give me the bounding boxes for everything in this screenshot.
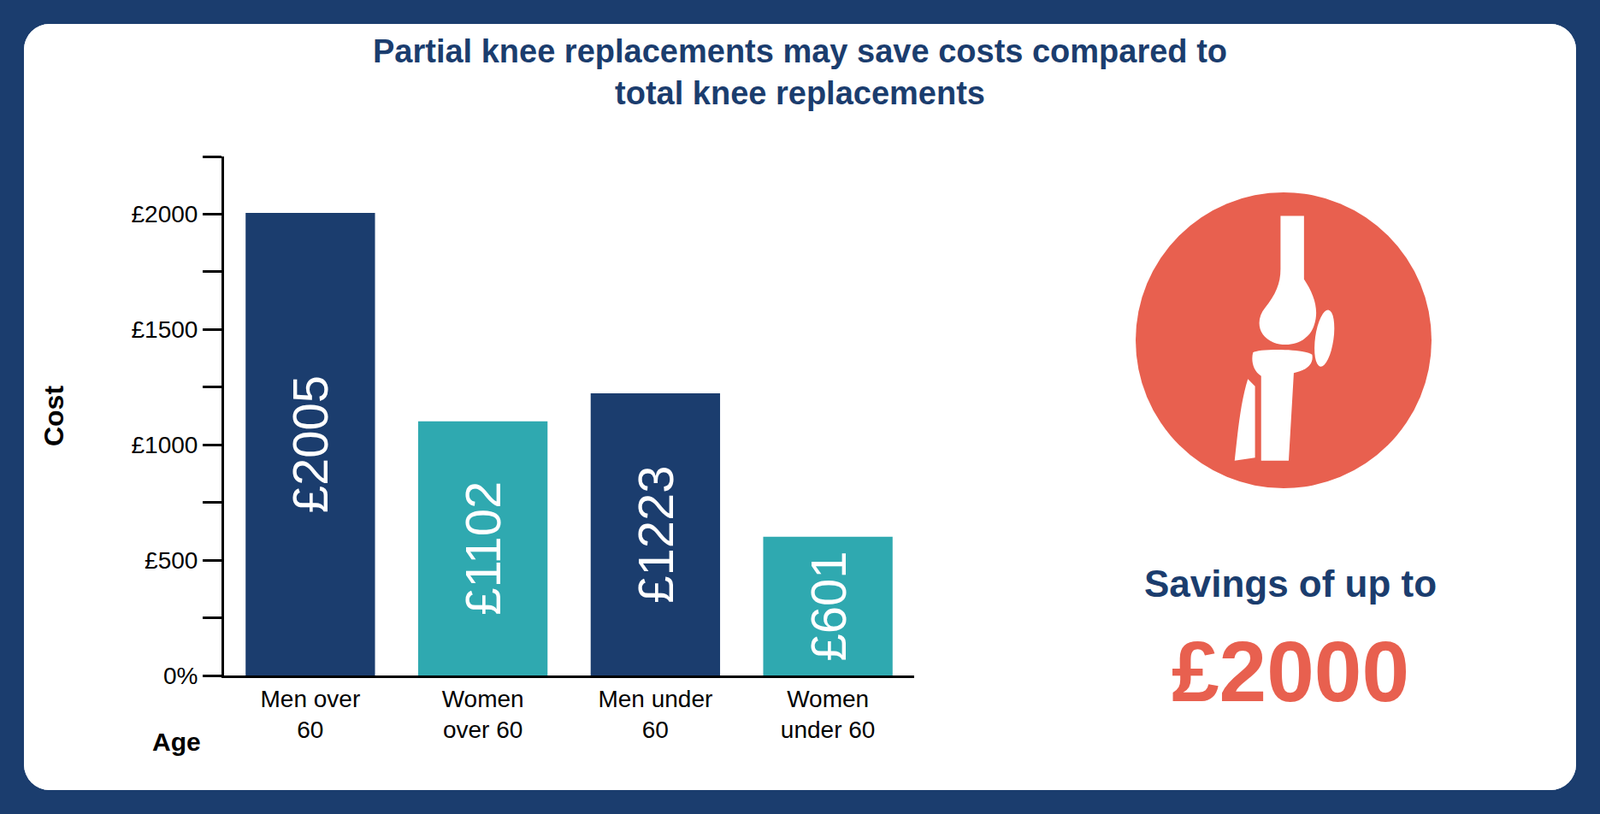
svg-text:Men under60: Men under60 — [597, 685, 713, 744]
svg-text:Men over60: Men over60 — [260, 685, 361, 744]
svg-text:£1223: £1223 — [627, 465, 684, 603]
svg-text:£1500: £1500 — [131, 316, 199, 343]
svg-text:Age: Age — [152, 727, 201, 756]
svg-text:£2005: £2005 — [282, 375, 338, 514]
svg-text:Womenover 60: Womenover 60 — [442, 685, 525, 744]
svg-text:Partial knee replacements may: Partial knee replacements may save costs… — [372, 33, 1228, 112]
svg-text:£1000: £1000 — [131, 431, 199, 459]
html-text:£2000: £2000 — [1171, 623, 1410, 720]
svg-text:£2000: £2000 — [131, 200, 199, 228]
svg-text:£1102: £1102 — [454, 481, 511, 616]
svg-text:£500: £500 — [144, 547, 198, 574]
html-text:Savings of up to: Savings of up to — [1144, 562, 1437, 605]
svg-text:0%: 0% — [163, 662, 198, 690]
svg-text:£601: £601 — [800, 550, 857, 662]
svg-text:Cost: Cost — [38, 385, 70, 447]
svg-text:Womenunder 60: Womenunder 60 — [780, 685, 876, 744]
